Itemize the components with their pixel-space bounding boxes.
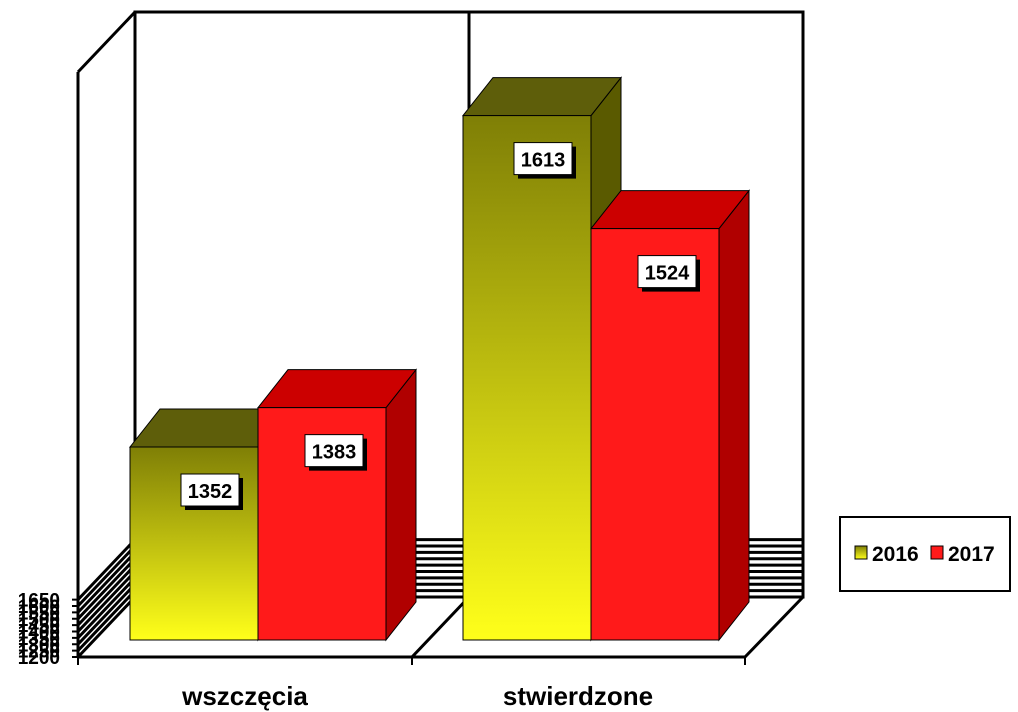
data-labels: 1352 1383 1613 1524 — [180, 142, 700, 510]
y-tick-label: 1550 — [18, 603, 60, 624]
data-label: 1383 — [312, 442, 357, 464]
y-tick-label: 1300 — [18, 635, 60, 656]
y-tick-label: 1500 — [18, 610, 60, 631]
gridline-side — [76, 551, 137, 614]
y-tick-label: 1350 — [18, 629, 60, 650]
data-label: 1524 — [645, 263, 690, 285]
legend-label-2016: 2016 — [872, 543, 919, 566]
legend-label-2017: 2017 — [948, 543, 995, 566]
bar-2017-1 — [590, 228, 720, 641]
legend-swatch-2017 — [930, 545, 944, 560]
data-label-box — [513, 142, 573, 176]
data-label: 1613 — [521, 150, 566, 172]
y-tick-label: 1450 — [18, 616, 60, 637]
y-tick-label: 1400 — [18, 623, 60, 644]
gridline-side — [76, 570, 137, 633]
left-wall-top-edge — [76, 10, 137, 74]
legend-swatch-2016 — [854, 545, 868, 560]
gridline-side — [76, 564, 137, 627]
data-label: 1352 — [188, 481, 233, 503]
y-tick-label: 1200 — [18, 648, 60, 669]
category-label: wszczęcia — [181, 681, 308, 711]
data-label-box — [180, 473, 240, 507]
floor-left-edge — [76, 595, 137, 659]
gridline-side — [76, 557, 137, 620]
y-tick-label: 1600 — [18, 597, 60, 618]
bar-side-2017-1 — [718, 189, 750, 642]
category-label: stwierdzone — [503, 681, 653, 711]
floor-divider — [410, 595, 471, 659]
legend: 2016 2017 — [839, 516, 1011, 592]
y-tick-label: 1650 — [18, 591, 60, 612]
x-axis: wszczęcia stwierdzone — [77, 657, 746, 711]
data-label-box — [637, 255, 697, 289]
bar-2016-1 — [462, 115, 592, 641]
gridline-side — [76, 544, 137, 608]
gridline-side — [76, 583, 137, 646]
legend-box — [839, 516, 1011, 592]
gridline-side — [76, 589, 137, 652]
gridline-side — [76, 538, 137, 601]
bar-side-2017-0 — [385, 368, 417, 642]
data-label-box — [304, 434, 364, 468]
gridline-side — [76, 576, 137, 639]
floor-right-edge — [743, 595, 805, 659]
y-tick-label: 1250 — [18, 642, 60, 663]
